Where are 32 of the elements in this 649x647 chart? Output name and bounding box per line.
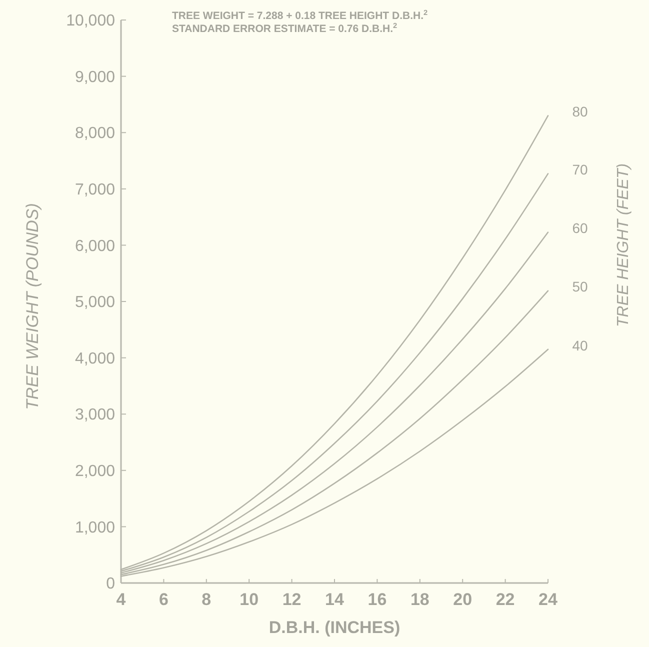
- y-tick-label: 9,000: [74, 68, 116, 86]
- x-tick-label: 22: [496, 590, 515, 609]
- y-tick-label: 3,000: [74, 406, 116, 424]
- y-tick-label: 5,000: [74, 294, 116, 312]
- x-tick-label: 6: [158, 590, 168, 609]
- x-tick-label: 18: [410, 590, 430, 609]
- chart-title: TREE WEIGHT = 7.288 + 0.18 TREE HEIGHT D.B.H.$^{2}$: [172, 8, 428, 22]
- series-label: 50: [572, 278, 588, 295]
- legend-title: TREE HEIGHT (FEET): [615, 163, 632, 327]
- chart-subtitle: STANDARD ERROR ESTIMATE = 0.76 D.B.H.$^{2}$: [172, 20, 398, 35]
- x-tick-label: 24: [538, 590, 558, 609]
- y-tick-label: 8,000: [74, 125, 116, 142]
- x-tick-label: 10: [240, 590, 259, 609]
- y-tick-label: 4,000: [74, 350, 116, 368]
- x-tick-label: 20: [453, 590, 472, 609]
- y-axis-title: TREE WEIGHT (POUNDS): [23, 203, 42, 410]
- y-tick-label: 7,000: [74, 182, 116, 198]
- x-axis-title: D.B.H. (INCHES): [268, 618, 400, 637]
- x-tick-label: 16: [368, 590, 387, 609]
- y-tick-label: 1,000: [74, 519, 116, 536]
- series-label: 60: [572, 220, 588, 236]
- y-tick-label: 2,000: [74, 463, 116, 480]
- x-tick-label: 14: [325, 590, 344, 609]
- x-tick-label: 12: [282, 590, 302, 609]
- series-label: 40: [572, 337, 588, 354]
- y-tick-label: 6,000: [74, 238, 116, 255]
- series-label: 80: [572, 104, 588, 120]
- y-tick-label: 0: [106, 576, 116, 593]
- y-tick-label: 10,000: [66, 12, 116, 30]
- x-tick-label: 8: [202, 590, 212, 609]
- x-tick-label: 4: [116, 590, 126, 609]
- series-label: 70: [572, 162, 588, 178]
